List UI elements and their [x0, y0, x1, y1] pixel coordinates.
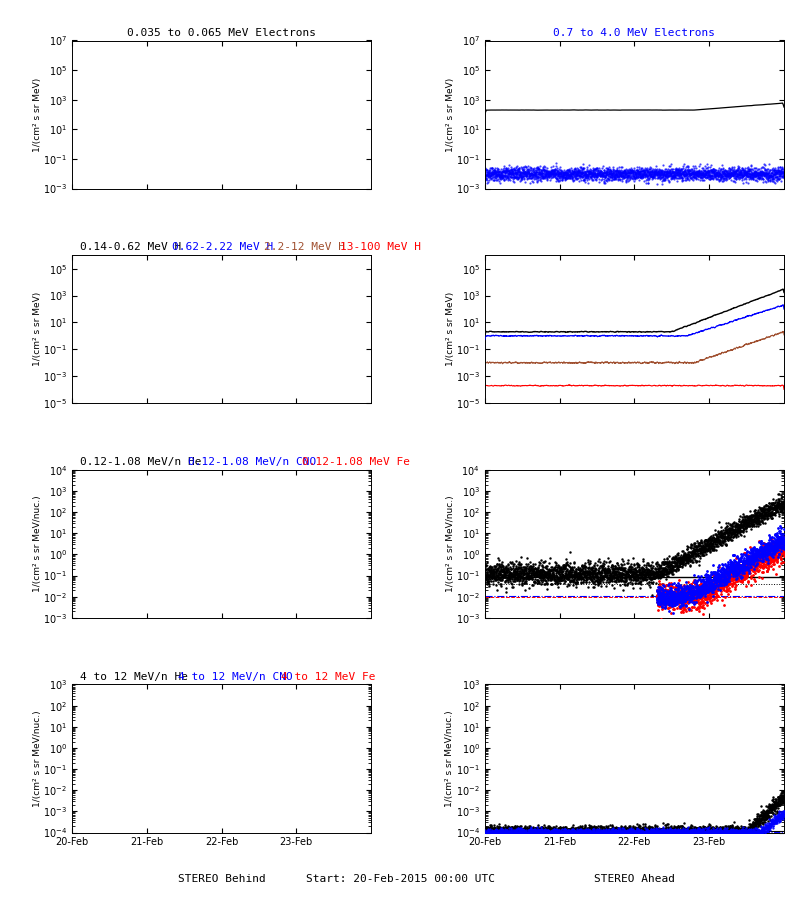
Y-axis label: 1/(cm² s sr MeV): 1/(cm² s sr MeV)	[446, 292, 454, 366]
Text: STEREO Behind: STEREO Behind	[178, 874, 266, 884]
Text: 0.12-1.08 MeV/n CNO: 0.12-1.08 MeV/n CNO	[189, 457, 330, 467]
Text: 0.7 to 4.0 MeV Electrons: 0.7 to 4.0 MeV Electrons	[554, 28, 715, 38]
Y-axis label: 1/(cm² s sr MeV/nuc.): 1/(cm² s sr MeV/nuc.)	[33, 710, 42, 806]
Y-axis label: 1/(cm² s sr MeV/nuc.): 1/(cm² s sr MeV/nuc.)	[446, 710, 454, 806]
Text: 0.62-2.22 MeV H: 0.62-2.22 MeV H	[172, 242, 287, 253]
Text: 0.035 to 0.065 MeV Electrons: 0.035 to 0.065 MeV Electrons	[127, 28, 316, 38]
Text: 13-100 MeV H: 13-100 MeV H	[340, 242, 422, 253]
Y-axis label: 1/(cm² s sr MeV/nuc.): 1/(cm² s sr MeV/nuc.)	[446, 496, 454, 592]
Text: 2.2-12 MeV H: 2.2-12 MeV H	[264, 242, 359, 253]
Y-axis label: 1/(cm² s sr MeV): 1/(cm² s sr MeV)	[446, 77, 454, 151]
Text: 0.12-1.08 MeV/n He: 0.12-1.08 MeV/n He	[80, 457, 215, 467]
Y-axis label: 1/(cm² s sr MeV): 1/(cm² s sr MeV)	[33, 292, 42, 366]
Y-axis label: 1/(cm² s sr MeV): 1/(cm² s sr MeV)	[33, 77, 42, 151]
Text: STEREO Ahead: STEREO Ahead	[594, 874, 675, 884]
Text: 4 to 12 MeV/n CNO: 4 to 12 MeV/n CNO	[178, 671, 306, 682]
Text: 4 to 12 MeV/n He: 4 to 12 MeV/n He	[80, 671, 202, 682]
Y-axis label: 1/(cm² s sr MeV/nuc.): 1/(cm² s sr MeV/nuc.)	[33, 496, 42, 592]
Text: 0.14-0.62 MeV H: 0.14-0.62 MeV H	[80, 242, 194, 253]
Text: 0.12-1.08 MeV Fe: 0.12-1.08 MeV Fe	[302, 457, 410, 467]
Text: 4 to 12 MeV Fe: 4 to 12 MeV Fe	[281, 671, 375, 682]
Text: Start: 20-Feb-2015 00:00 UTC: Start: 20-Feb-2015 00:00 UTC	[306, 874, 494, 884]
